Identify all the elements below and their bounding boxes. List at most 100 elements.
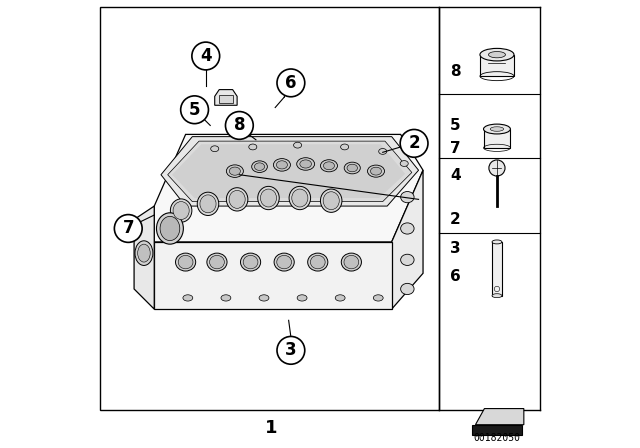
- Ellipse shape: [373, 295, 383, 301]
- Text: 4: 4: [200, 47, 212, 65]
- Ellipse shape: [249, 144, 257, 150]
- Ellipse shape: [321, 160, 337, 172]
- Ellipse shape: [490, 127, 504, 131]
- Ellipse shape: [297, 158, 315, 170]
- Text: 7: 7: [122, 220, 134, 237]
- Polygon shape: [172, 144, 405, 198]
- Ellipse shape: [401, 192, 414, 202]
- Ellipse shape: [276, 161, 287, 169]
- Ellipse shape: [160, 216, 180, 241]
- Polygon shape: [154, 134, 423, 242]
- Circle shape: [277, 336, 305, 364]
- Ellipse shape: [488, 52, 506, 58]
- Ellipse shape: [258, 186, 279, 210]
- Ellipse shape: [341, 253, 362, 271]
- Text: 3: 3: [450, 241, 461, 256]
- Ellipse shape: [401, 254, 414, 265]
- Circle shape: [400, 129, 428, 157]
- Ellipse shape: [229, 190, 245, 208]
- Ellipse shape: [197, 192, 219, 215]
- Text: 7: 7: [450, 141, 461, 156]
- Ellipse shape: [344, 162, 360, 174]
- Text: 1: 1: [264, 419, 277, 437]
- Ellipse shape: [321, 189, 342, 212]
- Text: 3: 3: [285, 341, 297, 359]
- Ellipse shape: [323, 192, 339, 210]
- Ellipse shape: [367, 165, 385, 177]
- Ellipse shape: [480, 48, 514, 61]
- Ellipse shape: [183, 295, 193, 301]
- Ellipse shape: [401, 223, 414, 234]
- Ellipse shape: [252, 161, 268, 172]
- Ellipse shape: [274, 253, 294, 271]
- Ellipse shape: [259, 295, 269, 301]
- Ellipse shape: [157, 213, 184, 244]
- Polygon shape: [472, 425, 522, 435]
- Ellipse shape: [207, 253, 227, 271]
- Ellipse shape: [209, 255, 225, 269]
- Ellipse shape: [308, 253, 328, 271]
- Text: 5: 5: [189, 101, 200, 119]
- Ellipse shape: [221, 295, 231, 301]
- Ellipse shape: [173, 202, 189, 220]
- Ellipse shape: [323, 162, 335, 170]
- Ellipse shape: [227, 165, 243, 177]
- Ellipse shape: [243, 255, 258, 269]
- Ellipse shape: [310, 255, 325, 269]
- Ellipse shape: [492, 240, 502, 244]
- Circle shape: [192, 42, 220, 70]
- Ellipse shape: [138, 244, 150, 262]
- Polygon shape: [168, 141, 412, 202]
- Bar: [492, 242, 502, 296]
- Circle shape: [277, 69, 305, 97]
- Ellipse shape: [401, 284, 414, 295]
- Ellipse shape: [229, 167, 241, 175]
- Ellipse shape: [241, 253, 260, 271]
- Text: 8: 8: [234, 116, 245, 134]
- Ellipse shape: [297, 295, 307, 301]
- Ellipse shape: [292, 189, 308, 207]
- Polygon shape: [161, 137, 419, 206]
- Ellipse shape: [175, 253, 196, 271]
- Text: 2: 2: [450, 212, 461, 227]
- Ellipse shape: [340, 144, 349, 150]
- Ellipse shape: [344, 255, 359, 269]
- Ellipse shape: [178, 255, 193, 269]
- Circle shape: [115, 215, 142, 242]
- Polygon shape: [392, 170, 423, 309]
- Polygon shape: [215, 90, 237, 105]
- Ellipse shape: [211, 146, 219, 151]
- Text: 2: 2: [408, 134, 420, 152]
- Text: 5: 5: [450, 118, 461, 133]
- Ellipse shape: [347, 164, 358, 172]
- Ellipse shape: [294, 142, 301, 148]
- Bar: [480, 55, 514, 76]
- Ellipse shape: [135, 241, 153, 265]
- Text: 00182050: 00182050: [474, 433, 520, 443]
- Bar: [100, 7, 439, 410]
- Bar: [220, 95, 233, 103]
- Text: 6: 6: [285, 74, 296, 92]
- Ellipse shape: [371, 167, 381, 175]
- Ellipse shape: [335, 295, 345, 301]
- Ellipse shape: [227, 188, 248, 211]
- Text: 4: 4: [450, 168, 461, 183]
- Bar: [484, 129, 511, 148]
- Polygon shape: [134, 206, 154, 309]
- Text: 8: 8: [450, 64, 461, 79]
- Ellipse shape: [379, 149, 387, 154]
- Polygon shape: [476, 409, 524, 425]
- Circle shape: [180, 96, 209, 124]
- Ellipse shape: [300, 160, 312, 168]
- Ellipse shape: [200, 195, 216, 213]
- Ellipse shape: [492, 294, 502, 297]
- Text: 6: 6: [450, 269, 461, 284]
- Circle shape: [489, 160, 505, 176]
- Ellipse shape: [276, 255, 292, 269]
- Ellipse shape: [289, 186, 310, 210]
- Ellipse shape: [170, 199, 192, 222]
- Ellipse shape: [260, 189, 276, 207]
- Ellipse shape: [255, 163, 264, 170]
- Ellipse shape: [273, 159, 291, 171]
- Ellipse shape: [484, 124, 511, 134]
